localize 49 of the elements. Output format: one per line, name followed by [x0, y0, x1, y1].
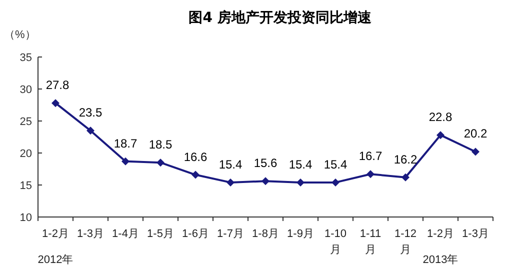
x-tick-label: 1-5月: [147, 228, 174, 240]
data-label: 16.7: [358, 149, 382, 164]
x-tick-label: 1-7月: [217, 228, 244, 240]
point: [472, 148, 480, 156]
text: 2012年: [38, 254, 74, 266]
x-tick-label: 1-2月: [42, 228, 69, 240]
x-tick-label: 1-3月: [462, 228, 489, 240]
x-tick-label: 1-3月: [77, 228, 104, 240]
point: [366, 170, 374, 178]
data-label: 15.4: [324, 157, 348, 172]
text: 2013年: [422, 254, 458, 266]
data-label: 20.2: [464, 126, 488, 141]
y-tick-label: 35: [20, 52, 32, 64]
point: [52, 99, 60, 108]
data-label: 23.5: [78, 106, 102, 120]
data-label: 27.8: [46, 78, 70, 92]
y-tick-label: 30: [20, 84, 32, 96]
y-tick-label: 10: [20, 212, 32, 224]
data-label: 22.8: [428, 110, 452, 124]
x-tick-label: 1-11月: [360, 228, 382, 256]
y-tick-label: 25: [20, 116, 32, 128]
data-label: 15.4: [218, 157, 242, 172]
title: 图4 房地产开发投资同比增速: [188, 10, 372, 26]
x-tick-label: 1-4月: [112, 228, 139, 240]
point: [296, 178, 304, 186]
point: [436, 131, 444, 140]
x-tick-label: 1-10月: [324, 228, 347, 256]
point: [122, 157, 130, 166]
point: [262, 177, 270, 186]
x-tick-label: 1-8月: [252, 228, 279, 240]
data-label: 16.6: [184, 150, 208, 164]
data-label: 18.5: [148, 138, 172, 152]
x-tick-label: 1-9月: [287, 228, 314, 240]
y-tick-label: 20: [20, 148, 32, 160]
x-tick-label: 1-2月: [427, 228, 454, 240]
y-tick-label: 15: [20, 180, 32, 192]
point: [86, 126, 94, 135]
data-label: 15.4: [288, 157, 312, 172]
data-label: 18.7: [114, 136, 138, 150]
point: [156, 158, 164, 167]
data-label: 16.2: [394, 152, 418, 166]
point: [192, 170, 200, 179]
point: [332, 178, 340, 186]
point: [226, 178, 234, 186]
data-label: 15.6: [254, 156, 278, 170]
point: [402, 173, 410, 182]
ylabel: （%）: [4, 29, 36, 41]
x-tick-label: 1-12月: [394, 228, 417, 256]
x-tick-label: 1-6月: [182, 228, 209, 240]
